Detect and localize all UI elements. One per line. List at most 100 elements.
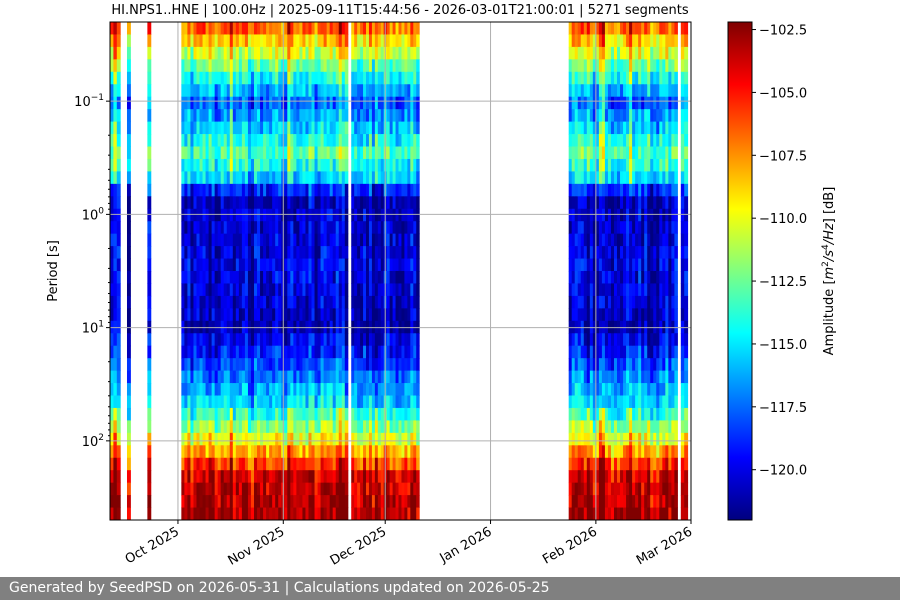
spectrogram-cell (308, 46, 313, 60)
spectrogram-cell (366, 507, 370, 520)
spectrogram-cell (320, 445, 325, 459)
spectrogram-cell (398, 271, 402, 284)
spectrogram-cell (684, 183, 689, 197)
spectrogram-cell (126, 383, 131, 396)
spectrogram-cell (574, 258, 579, 272)
spectrogram-cell (223, 171, 228, 185)
spectrogram-cell (244, 395, 249, 409)
spectrogram-cell (113, 345, 118, 359)
spectrogram-cell (674, 22, 678, 35)
spectrogram-cell (226, 59, 231, 73)
spectrogram-cell (641, 96, 645, 110)
spectrogram-cell (586, 407, 591, 421)
spectrogram-cell (193, 246, 197, 260)
spectrogram-cell (238, 295, 243, 309)
spectrogram-cell (366, 34, 370, 48)
spectrogram-cell (607, 146, 612, 160)
spectrogram-cell (351, 208, 355, 222)
spectrogram-cell (589, 457, 594, 471)
spectrogram-cell (363, 482, 367, 496)
spectrogram-cell (586, 383, 591, 396)
spectrogram-cell (314, 271, 319, 284)
spectrogram-cell (357, 46, 361, 60)
spectrogram-cell (308, 308, 313, 322)
spectrogram-cell (601, 96, 606, 110)
spectrogram-cell (598, 482, 603, 496)
spectrogram-cell (308, 333, 313, 347)
spectrogram-cell (354, 345, 358, 359)
spectrogram-cell (235, 146, 240, 160)
spectrogram-cell (613, 370, 618, 384)
spectrogram-cell (284, 134, 288, 147)
spectrogram-cell (190, 383, 194, 396)
spectrogram-cell (386, 71, 391, 85)
spectrogram-cell (299, 183, 303, 197)
spectrogram-cell (254, 470, 258, 484)
spectrogram-cell (220, 134, 225, 147)
spectrogram-cell (296, 407, 300, 421)
spectrogram-cell (214, 420, 219, 434)
spectrogram-cell (250, 470, 255, 484)
spectrogram-cell (629, 432, 633, 446)
spectrogram-cell (184, 196, 188, 210)
spectrogram-cell (571, 308, 576, 322)
spectrogram-cell (269, 507, 273, 520)
spectrogram-cell (357, 358, 361, 372)
spectrogram-cell (398, 196, 402, 210)
spectrogram-cell (317, 233, 322, 247)
spectrogram-cell (187, 420, 191, 434)
spectrogram-cell (662, 308, 666, 322)
spectrogram-cell (674, 121, 678, 135)
spectrogram-cell (305, 482, 309, 496)
spectrogram-cell (235, 395, 240, 409)
spectrogram-cell (613, 121, 618, 135)
spectrogram-cell (116, 283, 121, 297)
spectrogram-cell (196, 271, 201, 284)
spectrogram-cell (190, 395, 194, 409)
spectrogram-cell (299, 470, 303, 484)
spectrogram-cell (278, 208, 282, 222)
spectrogram-cell (329, 470, 334, 484)
spectrogram-cell (662, 233, 666, 247)
spectrogram-cell (604, 358, 609, 372)
spectrogram-cell (338, 208, 343, 222)
spectrogram-cell (363, 196, 367, 210)
spectrogram-cell (604, 46, 609, 60)
spectrogram-cell (580, 221, 585, 235)
spectrogram-cell (680, 395, 685, 409)
spectrogram-cell (351, 457, 355, 471)
spectrogram-cell (187, 221, 191, 235)
spectrogram-cell (126, 345, 131, 359)
spectrogram-cell (653, 183, 657, 197)
spectrogram-cell (392, 59, 397, 73)
spectrogram-cell (659, 358, 663, 372)
spectrogram-cell (335, 271, 340, 284)
spectrogram-cell (571, 22, 576, 35)
spectrogram-cell (211, 171, 216, 185)
spectrogram-cell (656, 470, 660, 484)
spectrogram-cell (410, 221, 414, 235)
spectrogram-cell (208, 109, 213, 123)
spectrogram-cell (392, 507, 397, 520)
spectrogram-cell (671, 445, 675, 459)
spectrogram-cell (196, 308, 201, 322)
spectrogram-cell (190, 445, 194, 459)
spectrogram-cell (250, 34, 255, 48)
spectrogram-cell (241, 158, 246, 172)
spectrogram-cell (574, 22, 579, 35)
spectrogram-cell (632, 34, 636, 48)
spectrogram-cell (371, 196, 376, 210)
spectrogram-cell (380, 22, 385, 35)
spectrogram-cell (329, 183, 334, 197)
spectrogram-cell (392, 258, 397, 272)
spectrogram-cell (374, 470, 379, 484)
spectrogram-cell (235, 246, 240, 260)
spectrogram-cell (351, 46, 355, 60)
spectrogram-cell (338, 308, 343, 322)
spectrogram-cell (592, 407, 597, 421)
spectrogram-cell (583, 333, 588, 347)
spectrogram-cell (607, 420, 612, 434)
spectrogram-cell (196, 84, 201, 98)
spectrogram-cell (650, 171, 654, 185)
spectrogram-cell (401, 59, 405, 73)
